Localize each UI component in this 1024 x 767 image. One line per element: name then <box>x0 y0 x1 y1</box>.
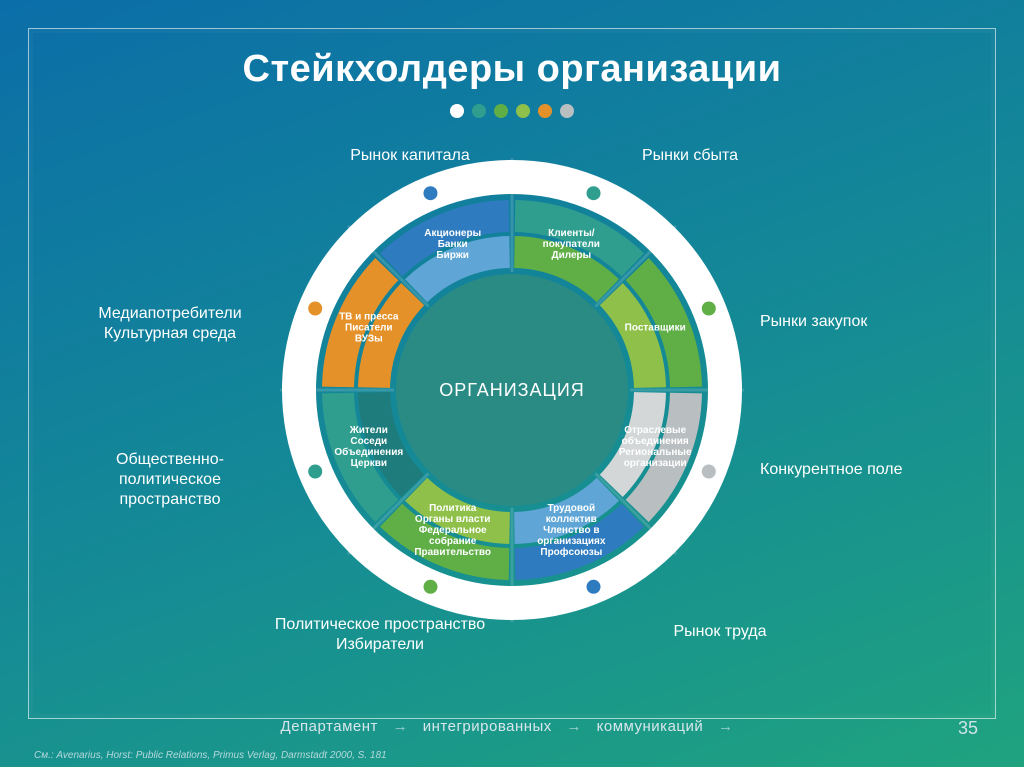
title-dot <box>516 104 530 118</box>
title-dot <box>472 104 486 118</box>
title-dot <box>494 104 508 118</box>
segment-outer-label: Конкурентное поле <box>760 460 960 480</box>
segment-outer-label: Рынки сбыта <box>590 146 790 166</box>
footer-breadcrumb: Департамент → интегрированных → коммуник… <box>0 718 1024 735</box>
segment-inner-label: ОтраслевыеобъединенияРегиональныеорганиз… <box>619 425 692 469</box>
segment-dot <box>702 465 716 479</box>
arrow-icon: → <box>566 718 582 735</box>
segment-outer-label: Рынки закупок <box>760 312 960 332</box>
citation-text: См.: Avenarius, Horst: Public Relations,… <box>34 750 387 761</box>
segment-dot <box>587 580 601 594</box>
segment-dot <box>423 580 437 594</box>
segment-outer-label: МедиапотребителиКультурная среда <box>70 304 270 344</box>
segment-outer-label: Рынок труда <box>620 622 820 642</box>
slide-title: Стейкхолдеры организации <box>0 48 1024 91</box>
arrow-icon: → <box>718 718 734 735</box>
segment-dot <box>308 301 322 315</box>
title-dot-row <box>0 102 1024 120</box>
arrow-icon: → <box>393 718 409 735</box>
stakeholder-wheel-diagram: Клиенты/покупателиДилеры Поставщики Отрасл… <box>262 140 762 640</box>
footer-word-2: интегрированных <box>423 718 552 735</box>
segment-outer-label: Рынок капитала <box>310 146 510 166</box>
segment-inner-label: Поставщики <box>625 323 686 334</box>
footer-word-1: Департамент <box>281 718 378 735</box>
title-dot <box>560 104 574 118</box>
title-dot <box>450 104 464 118</box>
segment-dot <box>587 186 601 200</box>
center-label: ОРГАНИЗАЦИЯ <box>439 380 585 400</box>
title-dot <box>538 104 552 118</box>
page-number: 35 <box>958 718 978 739</box>
segment-outer-label: Политическое пространствоИзбиратели <box>240 615 520 655</box>
segment-dot <box>423 186 437 200</box>
segment-inner-label: Клиенты/покупателиДилеры <box>543 228 600 261</box>
footer-word-3: коммуникаций <box>597 718 704 735</box>
segment-outer-label: Общественно-политическоепространство <box>70 450 270 510</box>
segment-dot <box>702 301 716 315</box>
segment-dot <box>308 465 322 479</box>
